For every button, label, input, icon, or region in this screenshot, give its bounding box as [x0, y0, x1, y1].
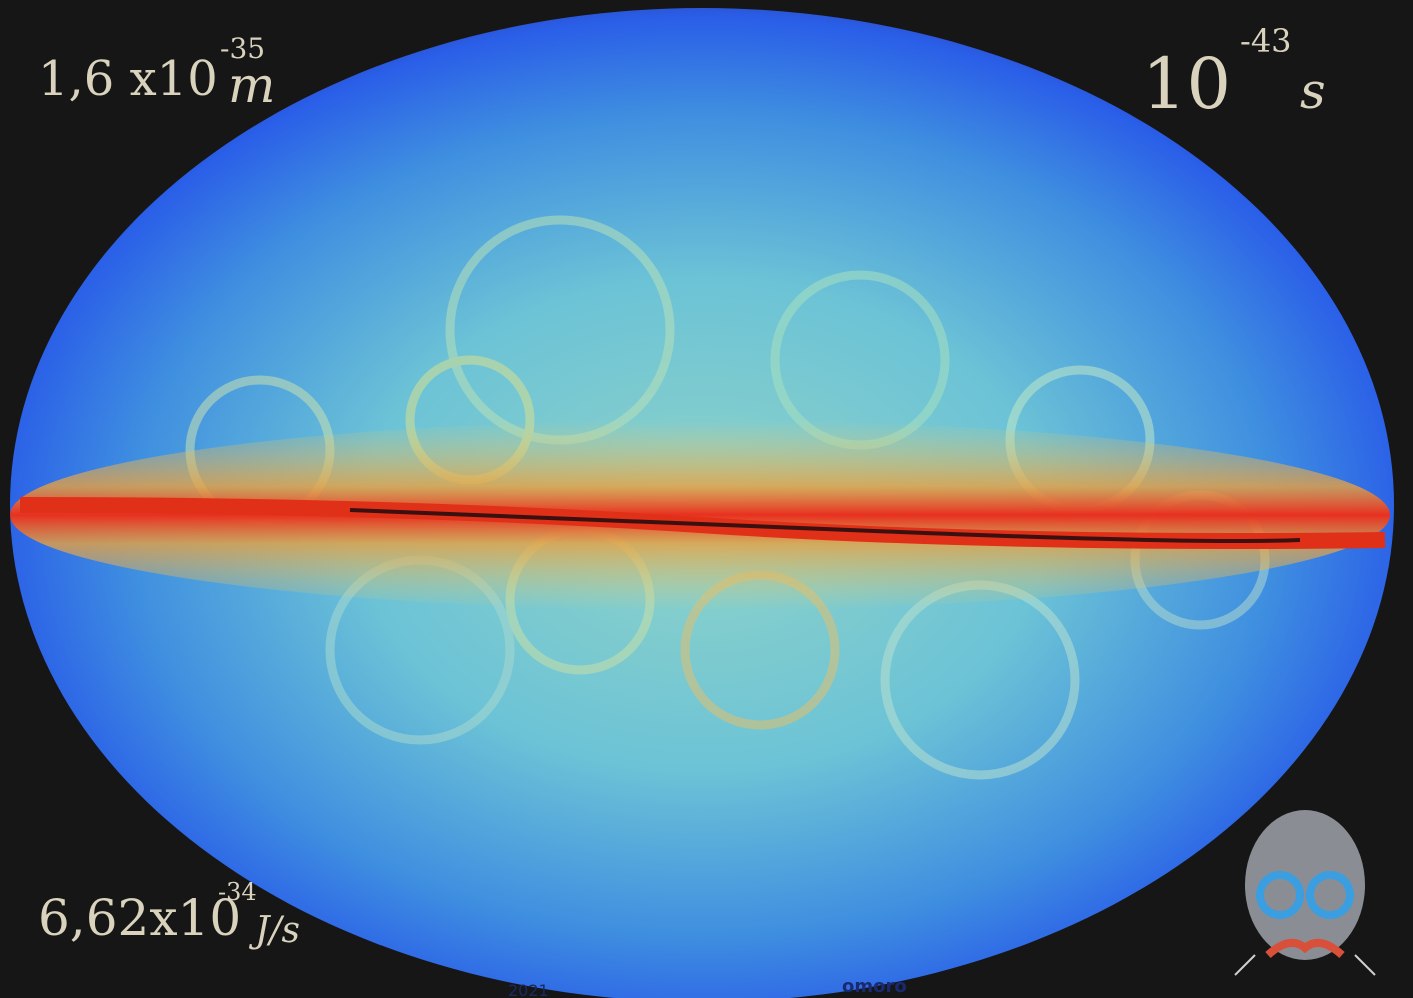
- length-exponent: -35: [220, 32, 265, 65]
- planck-base: 6,62x10: [38, 889, 241, 947]
- planck-unit: J/s: [248, 910, 300, 951]
- signature-year: 2021: [508, 981, 549, 998]
- time-base: 10: [1142, 43, 1231, 125]
- formula-planck: 6,62x10 -34 J/s: [38, 878, 300, 951]
- planck-exponent: -34: [218, 878, 257, 906]
- formula-length: 1,6 x10 -35 m: [38, 32, 275, 114]
- time-exponent: -43: [1240, 22, 1292, 60]
- galactic-plane: [10, 420, 1390, 610]
- formula-time: 10 -43 s: [1142, 22, 1326, 125]
- length-base: 1,6 x10: [38, 51, 218, 107]
- length-unit: m: [228, 56, 275, 114]
- time-unit: s: [1300, 62, 1326, 120]
- signature-name: omoro: [842, 976, 907, 997]
- self-portrait: [1234, 810, 1376, 976]
